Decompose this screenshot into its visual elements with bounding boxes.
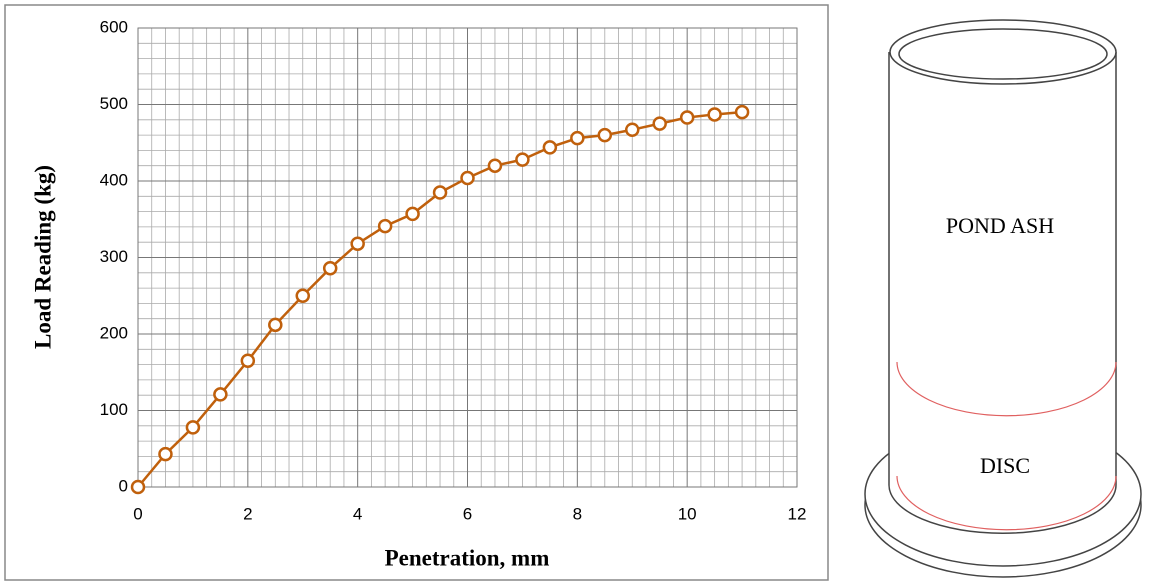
x-tick-label: 12 [788, 504, 807, 523]
data-point [322, 260, 338, 276]
x-tick-label: 4 [353, 504, 362, 523]
data-point [268, 317, 283, 333]
x-tick-label: 2 [243, 504, 252, 523]
data-point [185, 420, 201, 435]
data-point [377, 218, 393, 234]
cylinder-diagram [864, 19, 1142, 578]
data-point [625, 122, 640, 137]
y-tick-label: 0 [119, 476, 128, 495]
data-point [707, 107, 722, 122]
chart: 0 100 200 300 400 500 600 0 2 4 6 8 10 12 [100, 17, 807, 523]
x-axis-label: Penetration, mm [385, 545, 550, 570]
data-point [213, 387, 228, 402]
data-point [130, 479, 146, 495]
x-tick-label: 0 [133, 504, 142, 523]
data-point [460, 170, 475, 186]
y-tick-label: 600 [100, 17, 128, 36]
data-point [597, 127, 613, 143]
data-point [240, 353, 256, 369]
data-point [734, 104, 750, 120]
data-point [652, 116, 667, 131]
data-point [405, 206, 420, 222]
disc-label: DISC [980, 453, 1030, 478]
x-tick-label: 6 [463, 504, 472, 523]
y-tick-label: 500 [100, 94, 128, 113]
data-point [158, 446, 173, 462]
y-tick-label: 100 [100, 400, 128, 419]
pond-ash-label: POND ASH [946, 213, 1054, 238]
cylinder-top [889, 19, 1117, 85]
data-point [432, 185, 448, 200]
data-point [542, 140, 558, 155]
y-tick-label: 200 [100, 323, 128, 342]
disc-boundary [896, 475, 1117, 531]
data-point [570, 130, 585, 146]
data-point [350, 236, 365, 251]
data-point [295, 288, 310, 303]
y-tick-label: 400 [100, 170, 128, 189]
cylinder-rim [898, 28, 1108, 80]
data-point [515, 152, 530, 167]
data-point [679, 110, 695, 125]
y-axis-label: Load Reading (kg) [30, 165, 55, 349]
y-tick-label: 300 [100, 247, 128, 266]
x-tick-label: 10 [678, 504, 697, 523]
cylinder-body [888, 52, 1117, 534]
x-tick-label: 8 [573, 504, 582, 523]
data-point [487, 158, 503, 173]
disc-boundary [896, 361, 1117, 417]
